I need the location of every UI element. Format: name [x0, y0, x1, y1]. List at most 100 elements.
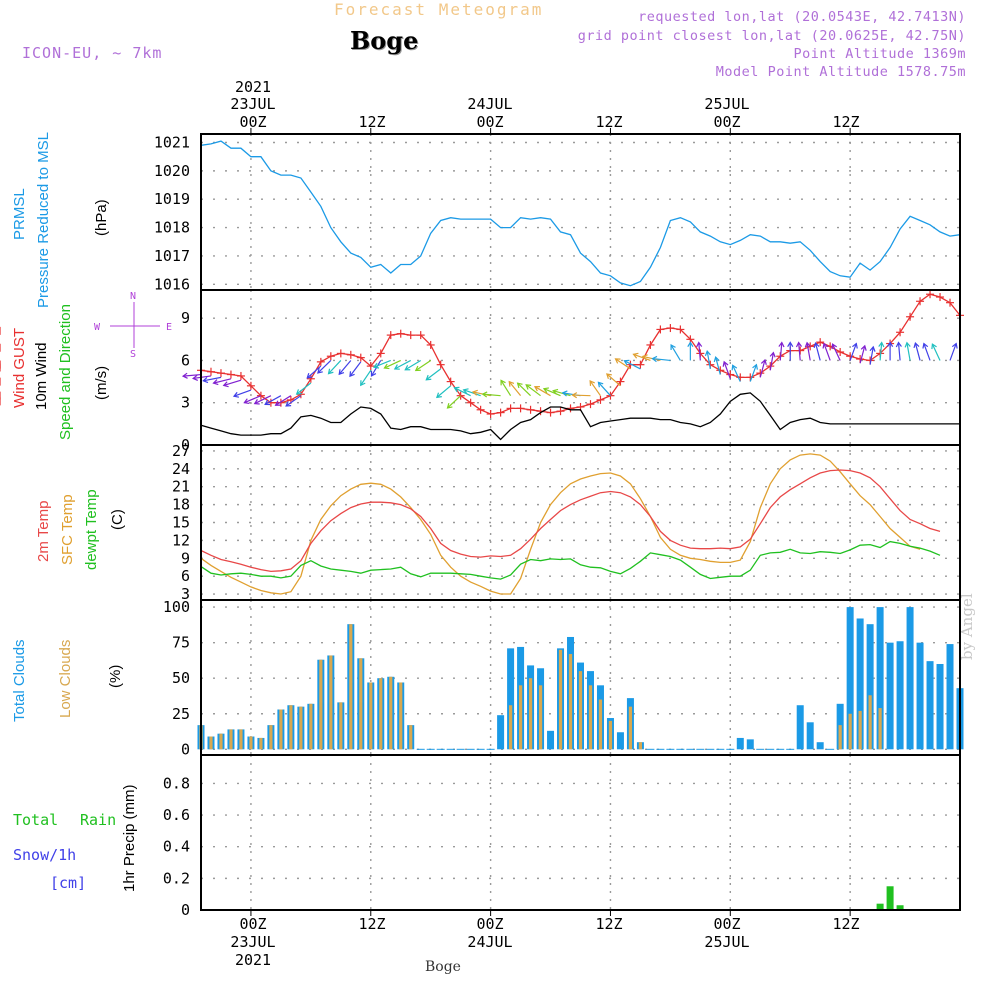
wind-arrow-head	[605, 373, 612, 379]
wind-arrow-head	[253, 399, 260, 405]
wind-direction-arrow	[778, 341, 785, 361]
low-cloud-bar	[638, 742, 643, 750]
rain-bar	[876, 903, 884, 910]
wind-arrow-head	[670, 344, 676, 351]
wind-arrow-head	[913, 341, 920, 349]
wind-direction-arrow	[370, 360, 382, 377]
y-tick-label: 1020	[154, 162, 190, 180]
wind-gust-marker	[546, 408, 555, 417]
wind-gust-marker	[246, 381, 255, 390]
wind-gust-marker	[906, 312, 915, 321]
wind-direction-arrow	[181, 372, 202, 379]
wind-arrow-head	[533, 385, 540, 392]
total-cloud-bar	[906, 607, 914, 750]
y-tick-label: 9	[181, 549, 190, 567]
wind-gust-marker	[236, 371, 245, 380]
wind-arrow-shaft	[244, 395, 262, 404]
wind-arrow-shaft	[264, 395, 282, 405]
wind-direction-arrow	[253, 395, 272, 405]
wind-direction-arrow	[542, 387, 561, 397]
wind-arrow-head	[795, 341, 803, 348]
wind-direction-arrow	[264, 395, 282, 406]
y-tick-label: 1016	[154, 275, 190, 293]
model-label: ICON-EU, ~ 7km	[22, 44, 163, 62]
wind-direction-arrow	[731, 364, 741, 382]
sfc-temp-label: SFC Temp	[59, 494, 76, 565]
wind-direction-arrow	[285, 395, 302, 407]
total-cloud-bar	[926, 661, 934, 750]
panel-frame	[200, 444, 961, 601]
wind-arrow-shaft	[223, 379, 242, 387]
wind-arrow-head	[500, 379, 506, 386]
wind-arrow-head	[895, 341, 902, 348]
compass-east: E	[166, 322, 172, 333]
wind-direction-arrow	[713, 356, 721, 375]
wind-gust-marker	[596, 395, 605, 404]
wind-arrow-head	[327, 368, 334, 375]
wind-gust-marker	[816, 338, 825, 347]
low-cloud-bar	[518, 685, 523, 750]
wind-gust-marker	[896, 328, 905, 337]
wind-arrow-shaft	[454, 387, 471, 397]
wind-direction-arrow	[949, 342, 958, 361]
bottom-day-label: 24JUL	[467, 933, 512, 951]
y-tick-label: 6	[181, 351, 190, 369]
low-cloud-bar	[858, 710, 862, 750]
wind-direction-arrow	[632, 352, 651, 362]
wind-arrow-shaft	[832, 343, 841, 361]
bottom-day-label: 25JUL	[704, 933, 749, 951]
wind-arrow-shaft	[914, 342, 921, 361]
wind-arrow-shaft	[923, 343, 931, 361]
wind-direction-arrow	[192, 374, 212, 381]
wind-direction-arrow	[295, 382, 312, 395]
low-cloud-bar	[848, 713, 852, 750]
wind-arrow-shaft	[949, 343, 957, 361]
wind-arrow-shaft	[572, 394, 591, 397]
wind-arrow-shaft	[706, 351, 711, 370]
y-tick-label: 3	[181, 585, 190, 603]
wind-gust-marker	[466, 398, 475, 407]
wind-arrow-head	[285, 401, 292, 407]
y-tick-label: 75	[172, 634, 190, 652]
wind-direction-arrow	[849, 342, 858, 361]
wind-arrow-shaft	[373, 359, 391, 368]
wind-arrow-head	[404, 365, 411, 371]
bottom-hour-label: 00Z	[239, 915, 266, 933]
wind-gust-marker	[676, 325, 685, 334]
wind-arrow-shaft	[806, 342, 811, 361]
wind-arrow-shaft	[624, 360, 641, 370]
low-cloud-bar	[209, 736, 213, 750]
y-tick-label: 9	[181, 309, 190, 327]
wind-direction-arrow	[769, 351, 776, 371]
ms-unit-label: (m/s)	[93, 366, 110, 400]
wind-arrow-head	[951, 342, 958, 349]
wind-arrow-shaft	[447, 395, 462, 409]
hpa-unit-label: (hPa)	[93, 199, 110, 236]
low-cloud-bar	[568, 654, 573, 750]
y-tick-label: 3	[181, 394, 190, 412]
wind-arrow-shaft	[869, 346, 874, 365]
wind-direction-arrow	[571, 392, 591, 399]
wind-direction-arrow	[913, 341, 921, 361]
low-cloud-bar	[229, 729, 233, 750]
low-cloud-bar	[259, 737, 263, 750]
wind-direction-arrow	[202, 376, 222, 384]
wind-gust-marker	[656, 325, 665, 334]
wind-direction-arrow	[435, 385, 452, 399]
low-cloud-bar	[878, 708, 882, 750]
wind-direction-arrow	[338, 360, 352, 376]
y-tick-label: 1021	[154, 134, 190, 152]
compass-north: N	[130, 291, 136, 302]
wind-gust-marker	[926, 290, 935, 299]
top-day-label: 25JUL	[704, 95, 749, 113]
wind-gust-marker	[736, 373, 745, 382]
wind-arrow-shaft	[931, 343, 941, 361]
wind-arrow-shaft	[553, 390, 571, 397]
wind-arrow-shaft	[823, 343, 831, 361]
wind-direction-arrow	[749, 363, 758, 382]
top-hour-label: 00Z	[713, 113, 740, 131]
low-cloud-bar	[508, 705, 513, 750]
wind-arrow-shaft	[338, 360, 352, 375]
compass-west: W	[94, 322, 101, 333]
